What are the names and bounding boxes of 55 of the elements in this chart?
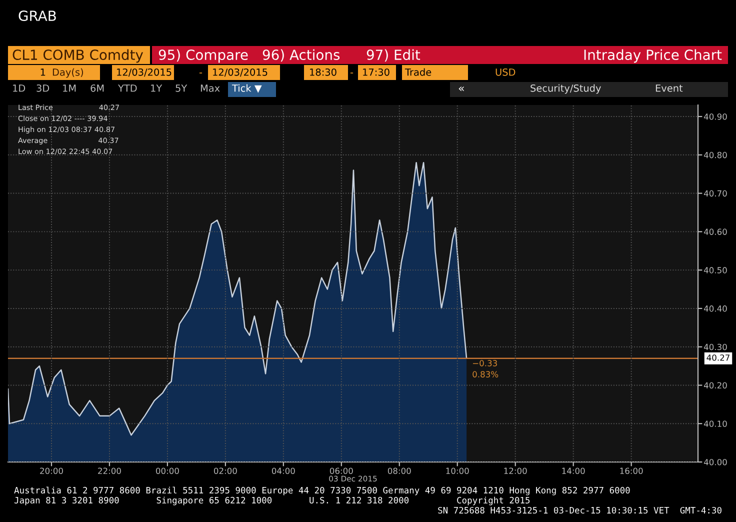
text: 3D <box>36 84 50 92</box>
text: Tick ▼ <box>232 84 262 93</box>
text: 96) Actions <box>262 49 340 62</box>
y-tick-label: 40.40 <box>704 305 727 312</box>
text: Japan 81 3 3201 8900 Singapore 65 6212 1000 U.S. 1 212 318 2000 Copyright 2015 <box>14 496 530 506</box>
text: Event <box>656 84 683 92</box>
y-tick-label: 40.30 <box>704 344 727 350</box>
x-tick-label: 22:00 <box>98 468 121 474</box>
text: 1 <box>40 68 46 76</box>
text: 6M <box>90 84 104 92</box>
text: 12/03/2015 <box>213 68 268 77</box>
text: 5Y <box>176 84 188 92</box>
text: 95) Compare <box>158 49 248 63</box>
x-tick-label: 00:00 <box>156 468 179 474</box>
x-tick-label: 04:00 <box>272 468 295 474</box>
text: 17:30 <box>363 68 390 76</box>
x-tick-label: 06:00 <box>330 468 353 474</box>
chart-title: Intraday Price Chart <box>584 49 722 63</box>
x-tick-label: 20:00 <box>40 468 63 474</box>
text: SN 725688 H453-3125-1 03-Dec-15 10:30:15 VET GMT-4:30 <box>438 506 722 514</box>
text: 1M <box>63 84 76 92</box>
y-tick-label: 40.50 <box>704 267 727 274</box>
text: 1Y <box>151 84 162 92</box>
y-tick-label: 40.00 <box>704 458 727 466</box>
y-tick-label: 40.20 <box>704 382 727 389</box>
chart-subtitle: CL1 COMB Comdty <box>12 49 144 63</box>
y-tick-label: 40.90 <box>704 113 727 120</box>
text: Australia 61 2 9777 8600 Brazil 5511 2395 9000 Europe 44 20 7330 7500 Germany 49 69 9204 1210 Hong Kong 852 2977 6000 <box>14 486 630 496</box>
text: YTD <box>118 84 137 92</box>
text: Security/Study <box>530 84 601 94</box>
text: - <box>199 72 202 74</box>
y-tick-label: 40.80 <box>704 152 727 158</box>
x-tick-label: 02:00 <box>214 468 237 474</box>
x-tick-label: 08:00 <box>388 468 411 474</box>
text: Trade <box>404 68 432 76</box>
text: 12/03/2015 <box>117 68 172 77</box>
text: GRAB <box>18 10 56 22</box>
x-tick-label: 10:00 <box>446 468 469 474</box>
y-tick-label: 40.60 <box>704 228 727 235</box>
ref-line-label: 40.27 <box>706 354 730 361</box>
annotation: −0.33 <box>472 360 497 366</box>
y-tick-label: 40.70 <box>704 190 727 197</box>
text: « <box>458 86 464 92</box>
x-tick-label: 16:00 <box>620 468 643 474</box>
text: 97) Edit <box>366 49 420 62</box>
text: Max <box>200 84 220 92</box>
x-tick-label: 14:00 <box>562 468 585 474</box>
text: - <box>350 72 354 74</box>
annotation: 0.83% <box>472 371 498 378</box>
text: Day(s) <box>52 68 84 78</box>
text: 1D <box>13 84 26 92</box>
y-tick-label: 40.10 <box>704 420 727 427</box>
x-tick-label: 12:00 <box>504 468 527 474</box>
text: 18:30 <box>310 68 336 76</box>
text: USD <box>496 68 516 76</box>
